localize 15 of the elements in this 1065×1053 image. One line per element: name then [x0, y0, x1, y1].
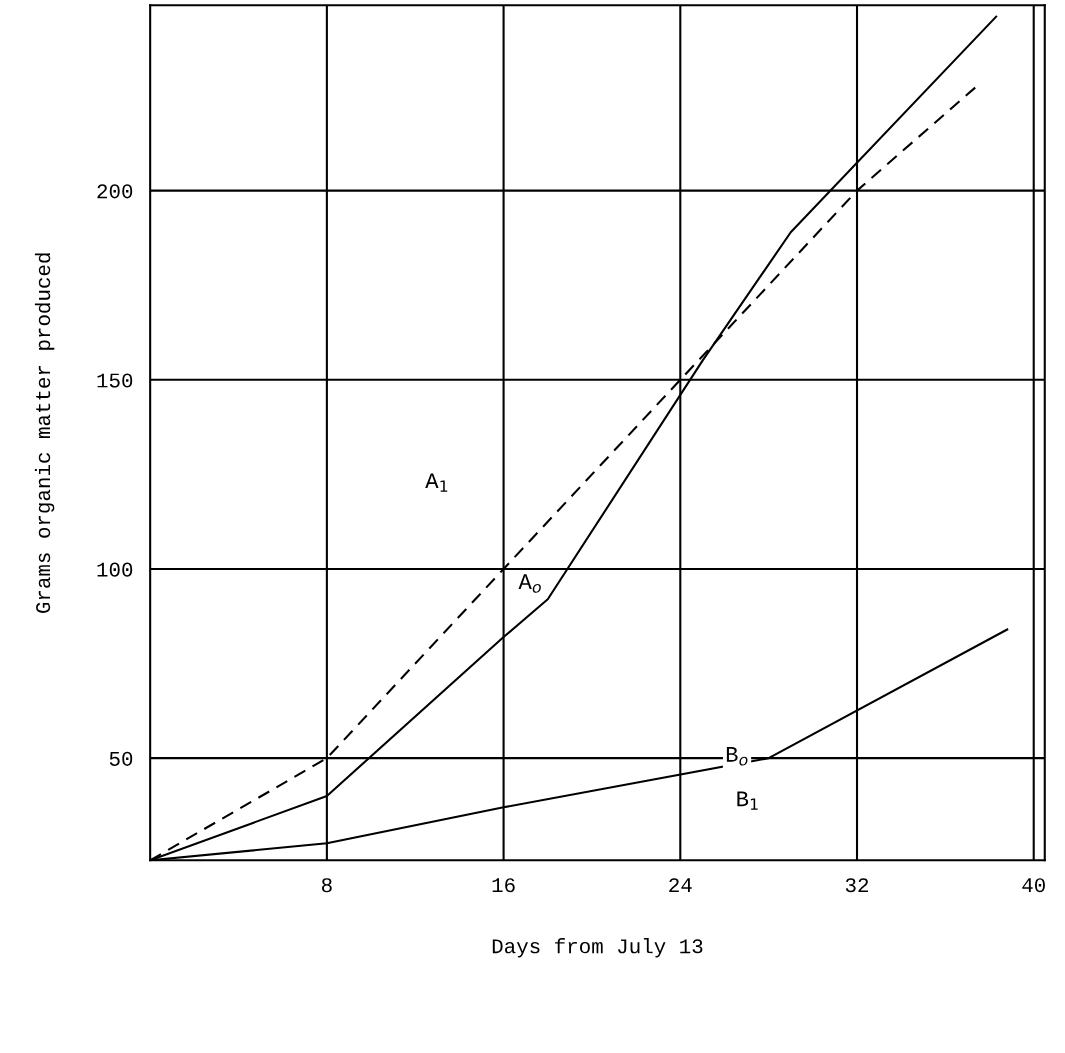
annotation: B$_{1}$ [737, 791, 758, 810]
x-tick-label: 40 [1022, 878, 1045, 893]
annotation: B$_{o}$ [726, 747, 748, 766]
annotation: A$_{1}$ [425, 473, 448, 492]
annotation: A$_{o}$ [518, 574, 541, 593]
y-tick-label: 200 [97, 184, 133, 199]
x-tick-label: 8 [321, 878, 332, 893]
x-tick-label: 32 [845, 878, 869, 893]
x-tick-label: 16 [492, 878, 515, 893]
y-tick-label: 150 [97, 373, 133, 388]
y-tick-label: 50 [109, 751, 133, 766]
y-tick-label: 100 [97, 562, 133, 577]
x-tick-label: 24 [669, 878, 692, 893]
y-axis-title: Grams organic matter produced [34, 253, 55, 613]
x-axis-title: Days from July 13 [492, 938, 703, 958]
